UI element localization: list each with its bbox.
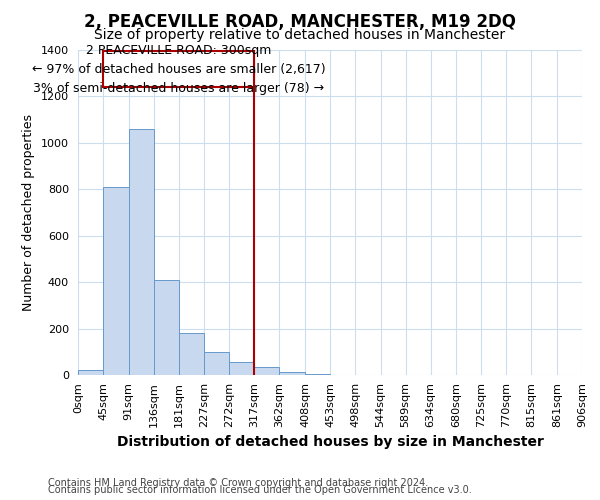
Bar bbox=[128, 129, 154, 375]
Text: Contains public sector information licensed under the Open Government Licence v3: Contains public sector information licen… bbox=[48, 485, 472, 495]
Bar bbox=[305, 374, 330, 375]
Bar bbox=[103, 187, 128, 375]
FancyBboxPatch shape bbox=[103, 51, 254, 87]
Bar bbox=[204, 352, 229, 375]
Text: 2 PEACEVILLE ROAD: 300sqm
← 97% of detached houses are smaller (2,617)
3% of sem: 2 PEACEVILLE ROAD: 300sqm ← 97% of detac… bbox=[32, 44, 326, 94]
Bar bbox=[280, 372, 305, 375]
Text: Contains HM Land Registry data © Crown copyright and database right 2024.: Contains HM Land Registry data © Crown c… bbox=[48, 478, 428, 488]
Bar bbox=[179, 333, 204, 375]
Bar bbox=[254, 367, 280, 375]
Text: Size of property relative to detached houses in Manchester: Size of property relative to detached ho… bbox=[94, 28, 506, 42]
Bar bbox=[154, 280, 179, 375]
X-axis label: Distribution of detached houses by size in Manchester: Distribution of detached houses by size … bbox=[116, 436, 544, 450]
Bar bbox=[229, 362, 254, 375]
Text: 2, PEACEVILLE ROAD, MANCHESTER, M19 2DQ: 2, PEACEVILLE ROAD, MANCHESTER, M19 2DQ bbox=[84, 12, 516, 30]
Y-axis label: Number of detached properties: Number of detached properties bbox=[22, 114, 35, 311]
Bar bbox=[78, 370, 103, 375]
